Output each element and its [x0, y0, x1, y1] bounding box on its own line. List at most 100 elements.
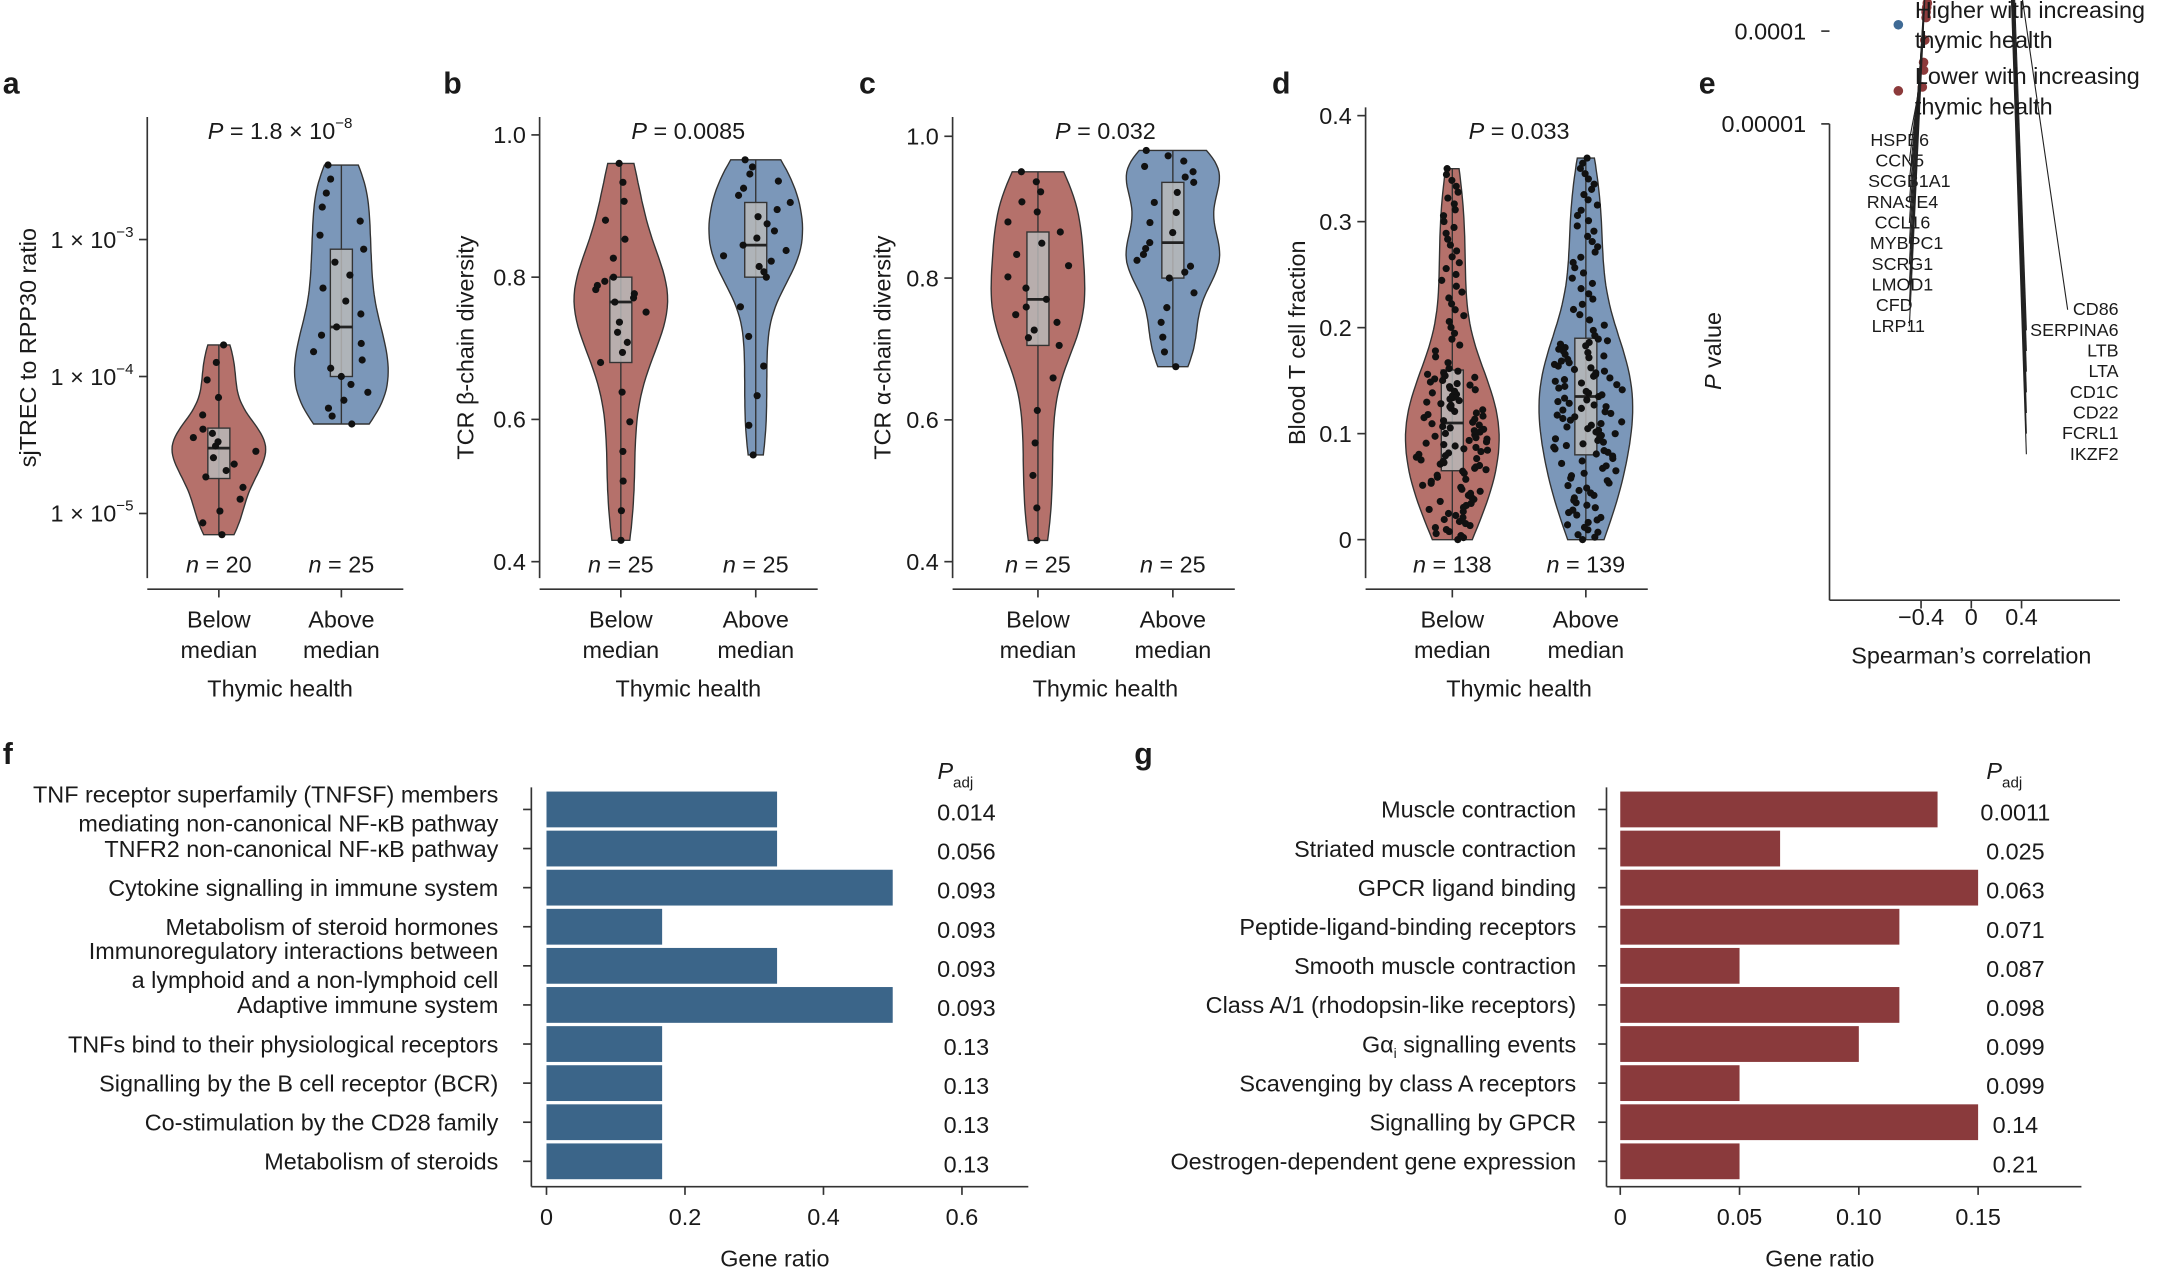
- data-point: [1475, 421, 1483, 429]
- category-label: median: [180, 637, 257, 663]
- data-point: [364, 388, 372, 396]
- data-point: [319, 284, 327, 292]
- data-point: [1600, 367, 1609, 375]
- data-point: [739, 241, 747, 249]
- data-point: [1476, 487, 1484, 495]
- data-point: [322, 189, 330, 197]
- data-point: [1584, 349, 1592, 357]
- data-point: [1450, 223, 1458, 232]
- x-tick-label: 0.6: [946, 1204, 979, 1230]
- legend-label: thymic health: [1915, 93, 2053, 119]
- y-axis-label: TCR β-chain diversity: [453, 235, 479, 459]
- data-point: [1432, 530, 1440, 538]
- data-point: [1482, 466, 1490, 474]
- data-point: [1555, 384, 1563, 392]
- bar: [1620, 830, 1781, 867]
- data-point: [1551, 377, 1559, 385]
- n-label: n = 25: [309, 552, 375, 578]
- data-point: [1559, 414, 1567, 423]
- bar: [1620, 947, 1740, 984]
- gene-label: IKZF2: [2070, 444, 2119, 464]
- data-point: [1594, 528, 1602, 536]
- data-point: [1033, 536, 1041, 544]
- data-point: [1466, 489, 1475, 497]
- gene-leader-line: [2014, 0, 2027, 331]
- padj-value: 0.0011: [1980, 799, 2050, 825]
- data-point: [1551, 435, 1560, 443]
- data-point: [1569, 258, 1577, 267]
- category-label: median: [1134, 637, 1211, 663]
- data-point: [189, 434, 197, 442]
- data-point: [1585, 290, 1593, 298]
- data-point: [216, 507, 224, 515]
- data-point: [1444, 194, 1452, 202]
- x-tick-label: 0.4: [807, 1204, 840, 1230]
- data-point: [1602, 403, 1610, 411]
- data-point: [1440, 369, 1448, 377]
- data-point: [1576, 311, 1584, 319]
- data-point: [1588, 238, 1596, 246]
- data-point: [786, 198, 794, 207]
- data-point: [1569, 305, 1578, 314]
- data-point: [1603, 337, 1612, 345]
- data-point: [1564, 481, 1572, 490]
- padj-value: 0.063: [1986, 878, 2045, 904]
- x-tick-label: 0: [1614, 1204, 1627, 1230]
- data-point: [1004, 273, 1012, 281]
- data-point: [1433, 471, 1441, 479]
- data-point: [1570, 365, 1579, 374]
- data-point: [1591, 504, 1599, 512]
- data-point: [1443, 165, 1451, 173]
- padj-value: 0.056: [937, 839, 996, 865]
- data-point: [1457, 483, 1465, 491]
- category-label: Below: [1006, 607, 1070, 633]
- data-point: [1423, 398, 1431, 406]
- data-point: [1618, 386, 1626, 394]
- y-tick-label: 0.4: [493, 549, 526, 575]
- y-axis-label: P value: [1700, 312, 1726, 390]
- data-point: [1160, 348, 1169, 356]
- box: [207, 427, 231, 480]
- data-point: [1157, 318, 1165, 326]
- data-point: [358, 356, 366, 364]
- data-point: [324, 161, 332, 169]
- data-point: [222, 466, 230, 475]
- data-point: [630, 290, 638, 298]
- data-point: [1581, 170, 1589, 178]
- data-point: [626, 418, 634, 426]
- x-axis-label: Spearman’s correlation: [1851, 643, 2091, 669]
- data-point: [1445, 294, 1453, 302]
- bar: [546, 908, 663, 945]
- gene-leader-line: [2010, 0, 2027, 455]
- data-point: [1440, 441, 1448, 449]
- data-point: [1442, 265, 1450, 273]
- gene-leader-line: [2011, 0, 2027, 434]
- data-point: [239, 483, 247, 491]
- data-point: [1181, 268, 1189, 276]
- data-point: [1571, 413, 1579, 421]
- data-point: [746, 170, 754, 178]
- data-point: [1446, 241, 1454, 249]
- data-point: [342, 297, 350, 305]
- data-point: [1186, 262, 1195, 270]
- data-point: [745, 332, 753, 341]
- gene-label: SCRG1: [1872, 254, 1934, 274]
- data-point: [1589, 295, 1597, 303]
- data-point: [1038, 239, 1046, 247]
- category-label: Gαi signalling events: [1362, 1031, 1576, 1061]
- data-point: [1568, 274, 1576, 282]
- data-point: [1431, 432, 1439, 440]
- data-point: [1561, 382, 1569, 390]
- padj-value: 0.14: [1993, 1112, 2039, 1138]
- data-point: [642, 308, 650, 316]
- data-point: [1580, 523, 1589, 531]
- y-tick-label: 0.4: [1319, 103, 1352, 129]
- category-label: median: [582, 637, 659, 663]
- data-point: [316, 231, 324, 239]
- data-point: [1575, 486, 1583, 495]
- data-point: [1190, 178, 1198, 186]
- category-label: TNFR2 non-canonical NF-κB pathway: [104, 836, 498, 862]
- data-point: [214, 438, 222, 446]
- bar: [546, 791, 778, 828]
- category-label: Co-stimulation by the CD28 family: [145, 1109, 499, 1135]
